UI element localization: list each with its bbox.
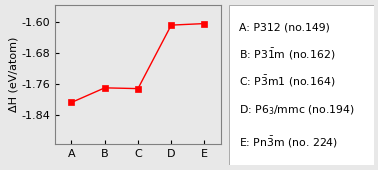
Text: E: Pn$\bar{3}$m (no. 224): E: Pn$\bar{3}$m (no. 224) [239, 135, 338, 150]
Text: D: P6$_3$/mmc (no.194): D: P6$_3$/mmc (no.194) [239, 104, 355, 117]
Y-axis label: ΔH (eV/atom): ΔH (eV/atom) [8, 37, 18, 112]
FancyBboxPatch shape [229, 5, 374, 165]
Text: B: P3$\bar{1}$m (no.162): B: P3$\bar{1}$m (no.162) [239, 47, 335, 62]
Text: A: P312 (no.149): A: P312 (no.149) [239, 22, 330, 32]
Text: C: P$\bar{3}$m1 (no.164): C: P$\bar{3}$m1 (no.164) [239, 74, 335, 89]
